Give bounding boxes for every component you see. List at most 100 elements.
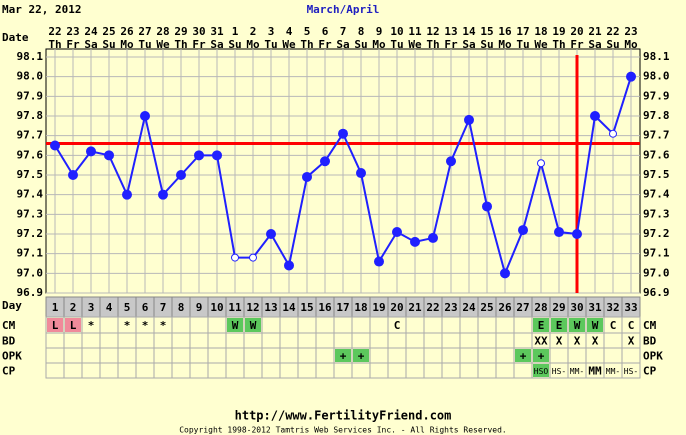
row-cell — [117, 362, 137, 379]
day-number: 23 — [444, 301, 457, 314]
footer-url: http://www.FertilityFriend.com — [235, 409, 452, 423]
weekday-label: Mo — [372, 38, 386, 51]
day-number: 19 — [372, 301, 385, 314]
row-cell — [207, 316, 227, 334]
y-tick-label: 97.3 — [17, 207, 44, 220]
row-cell — [423, 362, 443, 379]
weekday-label: Fr — [444, 38, 458, 51]
row-cell — [477, 332, 497, 349]
temperature-point — [68, 170, 78, 180]
row-cell — [477, 316, 497, 334]
cell-text: X — [574, 335, 581, 348]
row-cell — [477, 347, 497, 364]
cell-text: C — [628, 319, 635, 332]
row-cell — [315, 347, 335, 364]
row-cell — [153, 332, 173, 349]
weekday-label: Th — [300, 38, 313, 51]
row-cell — [315, 332, 335, 349]
day-number: 18 — [354, 301, 367, 314]
weekday-label: Sa — [462, 38, 475, 51]
y-tick-label: 97.9 — [17, 89, 44, 102]
temperature-point — [284, 260, 294, 271]
weekday-label: Fr — [570, 38, 584, 51]
temperature-point — [374, 256, 384, 267]
weekday-label: Fr — [66, 38, 80, 51]
row-cell — [117, 347, 137, 364]
row-cell — [45, 332, 65, 349]
cell-highlight — [587, 318, 603, 332]
cell-text: X — [592, 335, 599, 348]
date-label: 11 — [408, 25, 422, 38]
cell-highlight — [227, 318, 243, 332]
weekday-label: Su — [606, 38, 619, 51]
day-number: 30 — [570, 301, 583, 314]
date-label: 22 — [48, 25, 61, 38]
row-cell — [369, 316, 389, 334]
row-cell — [153, 347, 173, 364]
weekday-label: Su — [228, 38, 241, 51]
day-number: 31 — [588, 301, 602, 314]
row-cell — [315, 362, 335, 379]
temperature-point — [212, 150, 222, 161]
date-label: 19 — [552, 25, 565, 38]
row-cell — [135, 362, 155, 379]
row-cell — [207, 332, 227, 349]
cell-text: XX — [534, 335, 548, 348]
y-tick-label: 97.4 — [17, 188, 44, 201]
cell-text: E — [556, 319, 563, 332]
row-label: OPK — [2, 350, 22, 363]
temperature-point — [338, 128, 348, 139]
row-cell — [207, 347, 227, 364]
temperature-point — [104, 150, 114, 161]
row-cell — [405, 316, 425, 334]
date-label: 21 — [588, 25, 602, 38]
y-tick-label: 98.1 — [17, 50, 44, 63]
row-cell — [189, 362, 209, 379]
day-number: 7 — [160, 301, 167, 314]
cell-highlight — [245, 318, 261, 332]
row-cell — [171, 316, 191, 334]
day-number: 33 — [624, 301, 637, 314]
cell-text: + — [340, 350, 347, 363]
row-cell — [189, 332, 209, 349]
cell-text: HSO — [534, 367, 549, 376]
row-cell — [351, 332, 371, 349]
cell-text: L — [52, 319, 59, 332]
cell-text: + — [520, 350, 527, 363]
row-cell — [405, 362, 425, 379]
cell-highlight — [533, 364, 549, 377]
day-number: 26 — [498, 301, 512, 314]
day-number: 24 — [462, 301, 476, 314]
row-cell — [351, 362, 371, 379]
cell-text: C — [394, 319, 401, 332]
row-cell — [171, 332, 191, 349]
row-cell — [297, 347, 317, 364]
temperature-point — [554, 227, 564, 238]
weekday-label: Tu — [264, 38, 277, 51]
day-number: 32 — [606, 301, 619, 314]
row-cell — [81, 362, 101, 379]
temperature-point — [626, 71, 636, 82]
date-label: 9 — [376, 25, 383, 38]
row-label-right: BD — [643, 335, 657, 348]
y-tick-label-right: 97.1 — [643, 247, 670, 260]
date-label: 30 — [192, 25, 205, 38]
y-tick-label-right: 98.0 — [643, 70, 670, 83]
cell-text: W — [574, 319, 581, 332]
row-cell — [45, 347, 65, 364]
row-label: BD — [2, 335, 16, 348]
date-label: 7 — [340, 25, 347, 38]
cell-text: * — [142, 319, 149, 332]
chart-date: Mar 22, 2012 — [2, 3, 81, 16]
date-label: 2 — [250, 25, 257, 38]
day-number: 1 — [52, 301, 59, 314]
date-label: 17 — [516, 25, 529, 38]
y-tick-label: 96.9 — [17, 286, 44, 299]
temperature-point — [428, 232, 438, 243]
row-cell — [477, 362, 497, 379]
day-number: 15 — [300, 301, 313, 314]
row-cell — [459, 347, 479, 364]
cell-text: MM — [588, 365, 602, 378]
date-label: 31 — [210, 25, 224, 38]
row-cell — [261, 332, 281, 349]
